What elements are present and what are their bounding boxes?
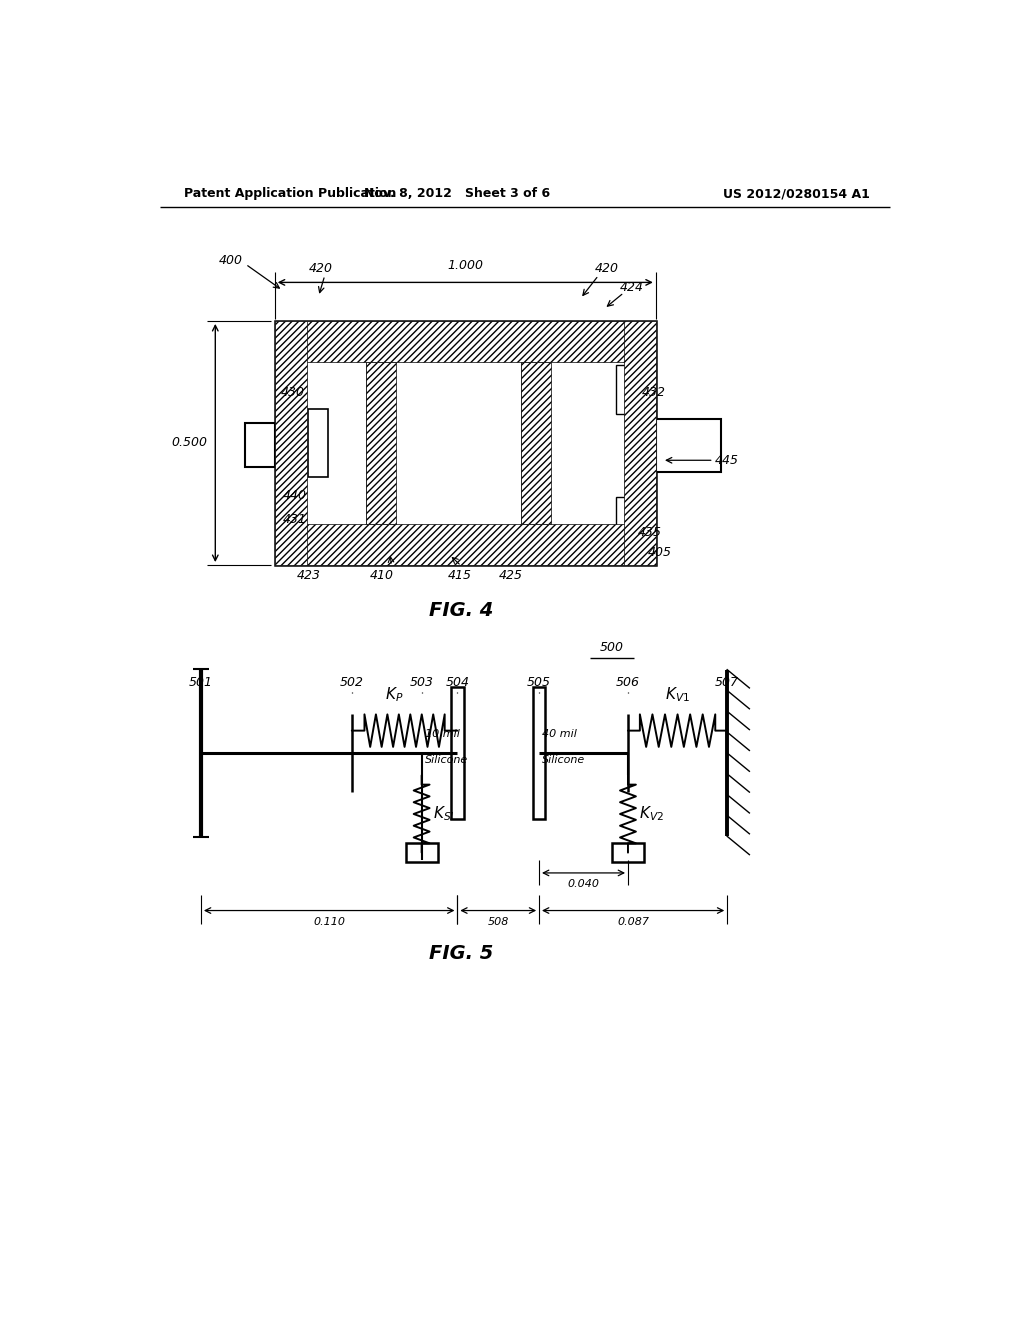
Text: 440: 440: [283, 490, 307, 503]
Text: 0.500: 0.500: [171, 437, 207, 450]
Bar: [532, 686, 546, 818]
Bar: [396, 362, 521, 524]
Text: 423: 423: [297, 569, 321, 582]
Bar: [245, 424, 274, 467]
Text: 501: 501: [189, 676, 213, 689]
Text: Patent Application Publication: Patent Application Publication: [183, 187, 396, 201]
Text: US 2012/0280154 A1: US 2012/0280154 A1: [723, 187, 870, 201]
Text: 424: 424: [620, 281, 644, 294]
Bar: [521, 362, 551, 524]
Text: 405: 405: [648, 546, 672, 560]
Bar: [274, 321, 655, 362]
Bar: [624, 321, 655, 565]
Text: $K_{SL}$: $K_{SL}$: [433, 805, 457, 824]
Text: 500: 500: [600, 642, 624, 655]
Text: 505: 505: [527, 676, 551, 689]
Bar: [616, 496, 636, 545]
Bar: [612, 843, 644, 862]
Text: 431: 431: [283, 512, 307, 525]
Text: Silicone: Silicone: [425, 755, 468, 766]
Text: 40 mil: 40 mil: [543, 729, 578, 739]
Bar: [406, 843, 437, 862]
Text: 435: 435: [638, 525, 662, 539]
Bar: [367, 362, 396, 524]
Bar: [274, 524, 655, 565]
Text: FIG. 5: FIG. 5: [429, 944, 494, 962]
Text: 430: 430: [281, 385, 304, 399]
Text: 502: 502: [340, 676, 364, 689]
Text: 410: 410: [370, 569, 394, 582]
Text: $K_{V1}$: $K_{V1}$: [665, 685, 690, 704]
Text: 0.040: 0.040: [567, 879, 599, 890]
Text: Silicone: Silicone: [543, 755, 586, 766]
Bar: [451, 686, 464, 818]
Bar: [616, 364, 636, 413]
Text: 10 mil: 10 mil: [425, 729, 460, 739]
Text: 400: 400: [219, 253, 244, 267]
Bar: [308, 409, 328, 477]
Bar: [274, 321, 655, 565]
Text: $K_P$: $K_P$: [385, 685, 403, 704]
Text: 0.110: 0.110: [313, 916, 345, 927]
Text: 420: 420: [595, 261, 618, 275]
Bar: [521, 362, 551, 524]
Text: 445: 445: [715, 454, 739, 467]
Text: 420: 420: [309, 261, 333, 275]
Text: 415: 415: [447, 569, 472, 582]
Text: Nov. 8, 2012   Sheet 3 of 6: Nov. 8, 2012 Sheet 3 of 6: [365, 187, 551, 201]
Text: 0.087: 0.087: [617, 916, 649, 927]
Text: FIG. 4: FIG. 4: [429, 601, 494, 620]
Text: 504: 504: [445, 676, 469, 689]
Bar: [274, 321, 306, 565]
Bar: [551, 362, 624, 524]
Text: 507: 507: [715, 676, 739, 689]
Text: 425: 425: [499, 569, 522, 582]
Text: 506: 506: [616, 676, 640, 689]
Text: 1.000: 1.000: [447, 259, 483, 272]
Text: 503: 503: [410, 676, 433, 689]
Text: 508: 508: [487, 916, 509, 927]
Bar: [655, 418, 721, 473]
Text: 432: 432: [641, 385, 666, 399]
Text: $K_{V2}$: $K_{V2}$: [639, 805, 664, 824]
Bar: [367, 362, 396, 524]
Bar: [306, 362, 367, 524]
